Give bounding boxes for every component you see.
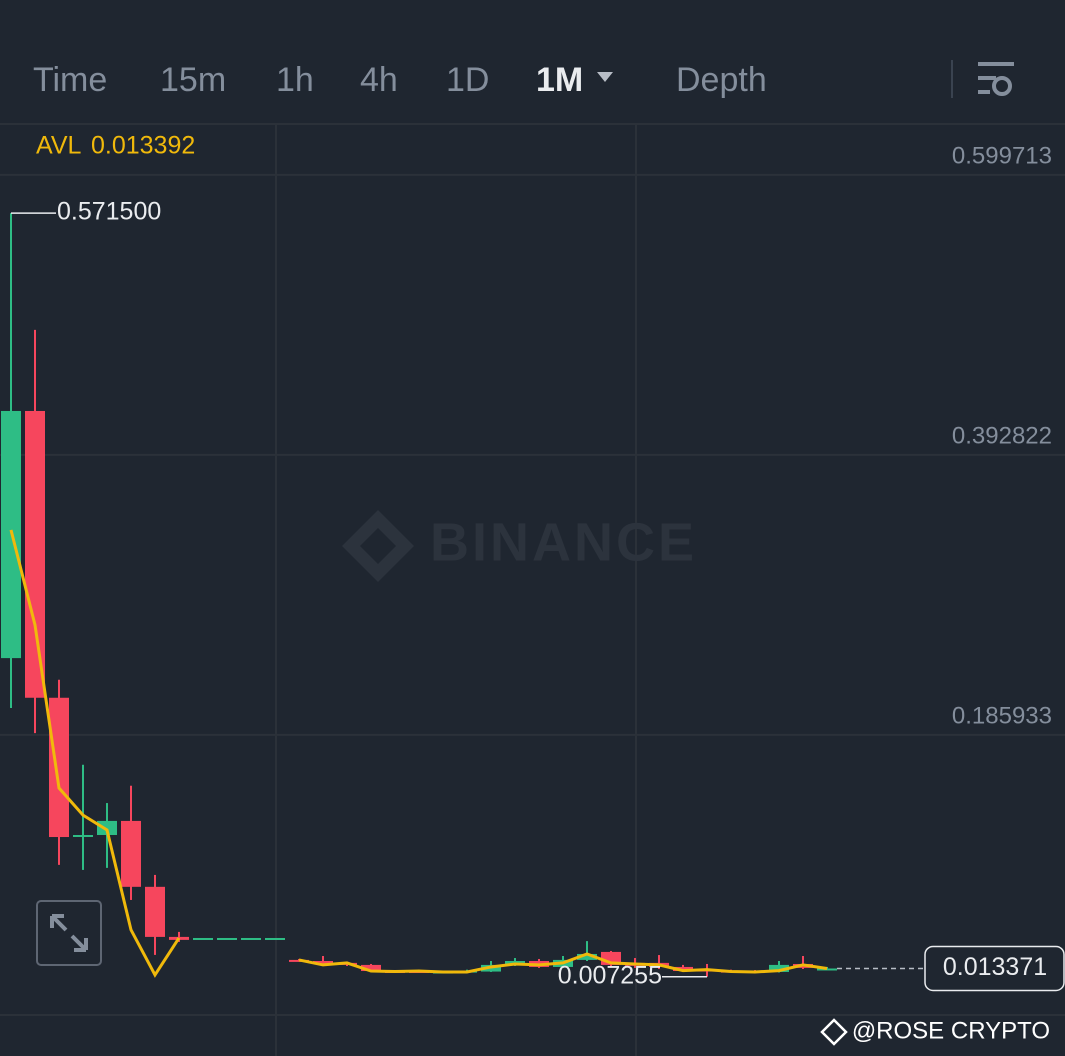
- last-price-label: 0.013371: [943, 953, 1047, 981]
- candle-body: [577, 953, 597, 960]
- candle-body: [313, 960, 333, 964]
- candle-body: [769, 964, 789, 972]
- avl-value: 0.013392: [91, 132, 195, 160]
- settings-icon[interactable]: [978, 62, 1014, 96]
- tab[interactable]: Depth: [676, 61, 767, 99]
- avl-line: [9, 529, 828, 978]
- watermark-logo: [342, 510, 414, 582]
- candle-body: [241, 937, 261, 940]
- watermark: BINANCE: [430, 512, 697, 572]
- candle-body: [121, 820, 141, 887]
- candle-body: [97, 820, 117, 835]
- candle-body: [361, 964, 381, 972]
- max-label: 0.571500: [57, 198, 161, 226]
- avl-name: AVL: [36, 132, 81, 160]
- tab[interactable]: 1D: [446, 61, 489, 99]
- last-price-box: [924, 945, 1065, 992]
- expand-button[interactable]: [36, 900, 102, 966]
- candle-body: [73, 834, 93, 837]
- tab[interactable]: 4h: [360, 61, 398, 99]
- candle-body: [817, 968, 837, 971]
- y-tick-label: 0.599713: [952, 142, 1052, 169]
- credit: @ROSE CRYPTO: [852, 1017, 1050, 1044]
- candle-body: [265, 937, 285, 940]
- candle-body: [193, 937, 213, 940]
- tab[interactable]: 1h: [276, 61, 314, 99]
- candle-body: [49, 697, 69, 838]
- candle-body: [217, 937, 237, 940]
- tab[interactable]: 1M: [536, 61, 583, 99]
- y-tick-label: 0.392822: [952, 422, 1052, 449]
- min-label: 0.007255: [558, 961, 662, 989]
- candle-body: [673, 966, 693, 972]
- dropdown-arrow: [597, 72, 613, 82]
- candle-body: [145, 886, 165, 937]
- tab[interactable]: Time: [33, 61, 107, 99]
- tab[interactable]: 15m: [160, 61, 226, 99]
- y-tick-label: 0.185933: [952, 702, 1052, 729]
- candle-body: [25, 410, 45, 698]
- credit-icon: [820, 1018, 848, 1046]
